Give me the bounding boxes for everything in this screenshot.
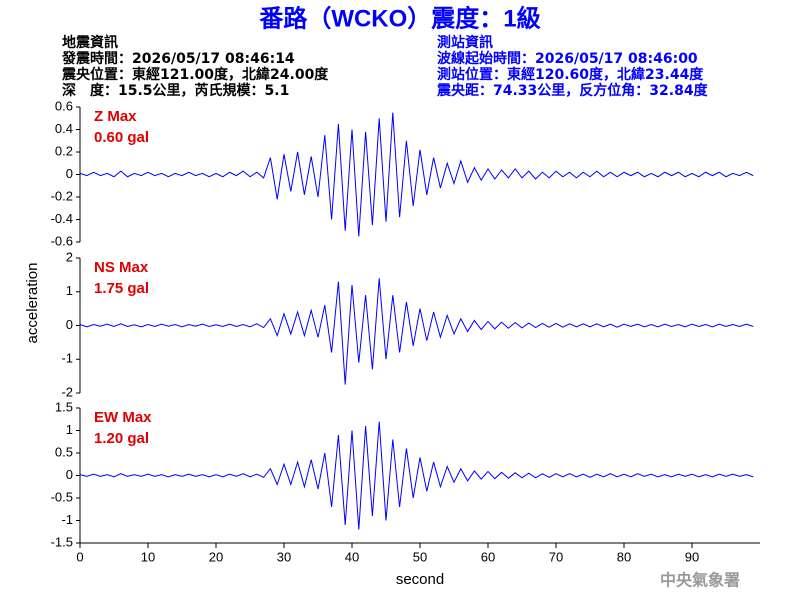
y-tick-label: -0.6 <box>51 233 73 248</box>
annotation: 1.20 gal <box>94 430 149 447</box>
annotation: 1.75 gal <box>94 280 149 297</box>
y-tick-label: 1.5 <box>55 399 73 414</box>
info: 測站位置：東經120.60度，北緯23.44度 <box>437 66 704 83</box>
y-tick-label: -1 <box>61 351 73 366</box>
x-tick-label: 90 <box>685 549 699 564</box>
title: 番路（WCKO）震度：1級 <box>258 4 540 32</box>
y-tick-label: 0.6 <box>55 98 73 113</box>
x-tick-label: 30 <box>277 549 291 564</box>
waveform <box>79 112 754 237</box>
info: 地震資訊 <box>62 34 118 51</box>
x-tick-label: 70 <box>549 549 563 564</box>
y-tick-label: 0.5 <box>55 444 73 459</box>
info: 測站資訊 <box>437 34 493 51</box>
x-tick-label: 80 <box>617 549 631 564</box>
waveform <box>79 421 754 530</box>
waveform <box>79 278 754 385</box>
y-tick-label: 0.4 <box>55 121 73 136</box>
y-tick-label: -0.2 <box>51 188 73 203</box>
y-tick-label: 0 <box>66 467 73 482</box>
annotation: NS Max <box>94 259 149 276</box>
x-tick-label: 0 <box>76 549 83 564</box>
x-tick-label: 40 <box>345 549 359 564</box>
y-tick-label: -2 <box>61 384 73 399</box>
footer: 中央氣象署 <box>660 571 740 590</box>
info: 發震時間：2026/05/17 08:46:14 <box>61 50 295 67</box>
annotation: 0.60 gal <box>94 129 149 146</box>
info: 震央距：74.33公里，反方位角：32.84度 <box>436 82 709 99</box>
y-axis-label: acceleration <box>24 263 41 344</box>
y-tick-label: 0 <box>66 317 73 332</box>
x-tick-label: 20 <box>209 549 223 564</box>
y-tick-label: -0.5 <box>51 489 73 504</box>
x-tick-label: 60 <box>481 549 495 564</box>
y-tick-label: 1 <box>66 422 73 437</box>
y-tick-label: 0.2 <box>55 143 73 158</box>
annotation: EW Max <box>94 409 152 426</box>
info: 深 度：15.5公里，芮氏規模：5.1 <box>62 82 289 99</box>
x-tick-label: 10 <box>141 549 155 564</box>
y-tick-label: -0.4 <box>51 211 73 226</box>
info: 波線起始時間：2026/05/17 08:46:00 <box>437 50 698 67</box>
y-tick-label: 2 <box>66 249 73 264</box>
y-tick-label: 0 <box>66 166 73 181</box>
y-tick-label: -1.5 <box>51 534 73 549</box>
annotation: Z Max <box>94 108 137 125</box>
x-tick-label: 50 <box>413 549 427 564</box>
y-tick-label: -1 <box>61 512 73 527</box>
info: 震央位置：東經121.00度，北緯24.00度 <box>61 66 329 83</box>
y-tick-label: 1 <box>66 283 73 298</box>
x-axis-label: second <box>396 571 444 588</box>
